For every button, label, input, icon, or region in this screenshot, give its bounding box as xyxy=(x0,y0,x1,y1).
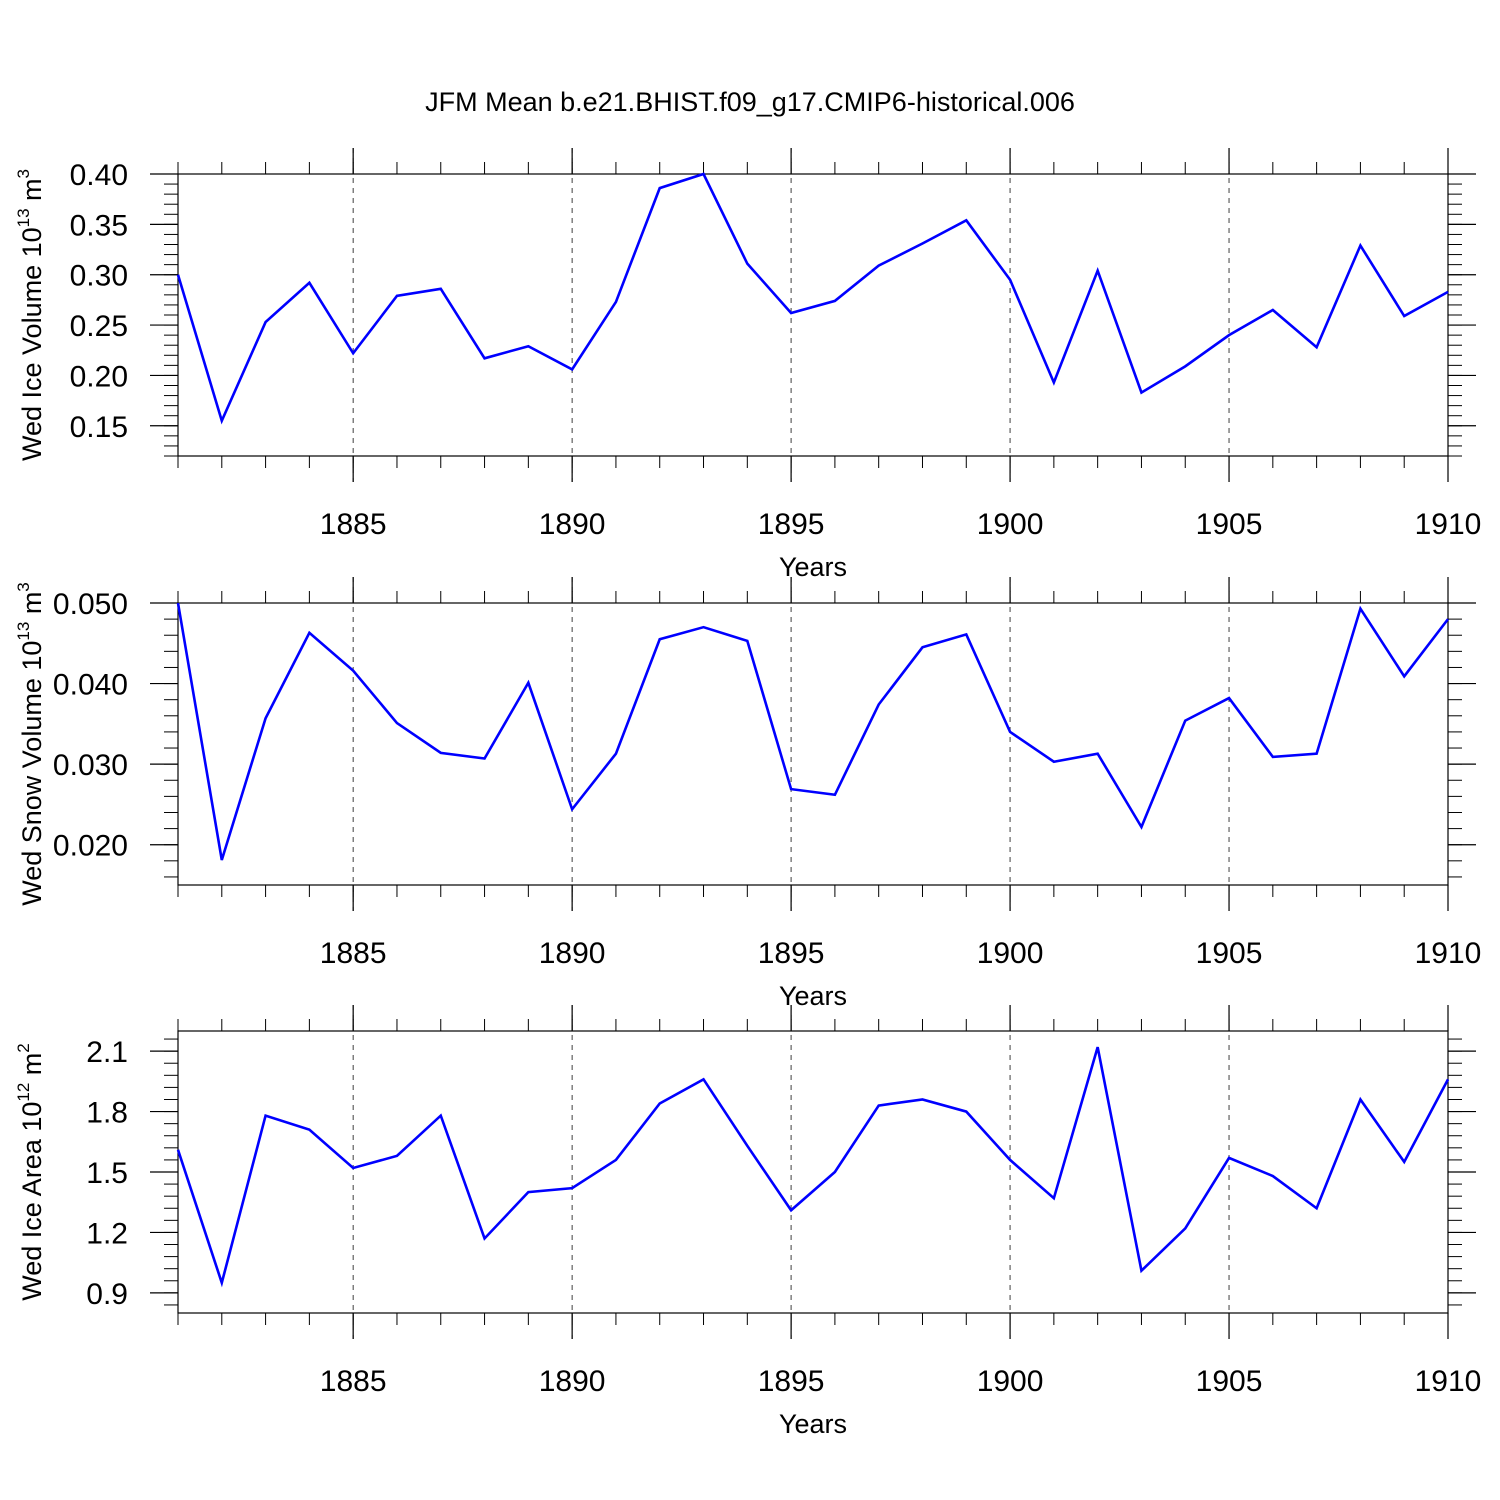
x-tick-label: 1905 xyxy=(1196,937,1263,970)
y-tick-label: 0.040 xyxy=(53,669,128,702)
y-axis-label-main: Wed Ice Area 10 xyxy=(17,1102,47,1301)
x-axis-label: Years xyxy=(779,981,847,1011)
y-tick-label: 0.40 xyxy=(70,159,128,192)
plot-frame xyxy=(177,602,1449,886)
x-tick-label: 1900 xyxy=(977,508,1044,541)
y-tick-label: 0.15 xyxy=(70,411,128,444)
x-tick-label: 1905 xyxy=(1196,508,1263,541)
y-tick-label: 0.9 xyxy=(86,1278,128,1311)
x-axis-label: Years xyxy=(779,1409,847,1439)
series-line xyxy=(176,602,1450,861)
y-axis-label-unit: m xyxy=(17,178,47,208)
y-axis-label-main: Wed Ice Volume 10 xyxy=(17,227,47,461)
series-line xyxy=(176,1046,1450,1288)
y-tick-label: 1.2 xyxy=(86,1217,128,1250)
y-axis-label: Wed Ice Volume 1013 m3 xyxy=(14,169,47,461)
y-tick-label: 2.1 xyxy=(86,1036,128,1069)
y-axis-label-unit-exponent: 3 xyxy=(14,582,33,591)
series-line xyxy=(176,172,1449,425)
y-tick-label: 0.020 xyxy=(53,830,128,863)
x-tick-label: 1910 xyxy=(1415,1365,1482,1398)
y-tick-label: 0.20 xyxy=(70,360,128,393)
plot-frame xyxy=(177,1030,1449,1314)
x-tick-label: 1900 xyxy=(977,937,1044,970)
y-axis-label-exponent: 13 xyxy=(14,622,33,641)
panel-2: 0.020 0.030 0.040 0.050 1885 1890 1895 1900 1905… xyxy=(14,577,1481,1011)
x-axis-label: Years xyxy=(779,552,847,582)
y-axis-label-exponent: 13 xyxy=(14,208,33,227)
y-tick-label: 1.8 xyxy=(86,1097,128,1130)
x-tick-label: 1895 xyxy=(758,937,825,970)
y-axis-label-unit: m xyxy=(17,592,47,622)
y-axis-label: Wed Ice Area 1012 m2 xyxy=(14,1043,47,1301)
y-axis-label-unit-exponent: 2 xyxy=(14,1043,33,1052)
plot-frame xyxy=(177,173,1449,457)
x-tick-label: 1905 xyxy=(1196,1365,1263,1398)
y-tick-label: 0.35 xyxy=(70,209,128,242)
y-axis-label-unit: m xyxy=(17,1053,47,1083)
y-tick-label: 0.25 xyxy=(70,310,128,343)
y-tick-label: 0.030 xyxy=(53,749,128,782)
x-tick-label: 1910 xyxy=(1415,508,1482,541)
x-tick-label: 1895 xyxy=(758,1365,825,1398)
y-tick-label: 1.5 xyxy=(86,1157,128,1190)
panels: 0.15 0.20 0.25 0.30 0.35 0.40 1885 1890 1895 1900… xyxy=(14,148,1481,1439)
x-tick-label: 1885 xyxy=(320,508,387,541)
panel-3: 0.9 1.2 1.5 1.8 2.1 1885 1890 1895 1900 1905 1910 Y… xyxy=(14,1005,1481,1439)
x-tick-label: 1890 xyxy=(539,1365,606,1398)
y-axis-label-main: Wed Snow Volume 10 xyxy=(17,641,47,906)
y-axis-label-unit-exponent: 3 xyxy=(14,169,33,178)
x-tick-label: 1890 xyxy=(539,508,606,541)
x-tick-label: 1910 xyxy=(1415,937,1482,970)
x-tick-label: 1895 xyxy=(758,508,825,541)
chart-title: JFM Mean b.e21.BHIST.f09_g17.CMIP6-histo… xyxy=(425,87,1075,117)
x-tick-label: 1900 xyxy=(977,1365,1044,1398)
y-tick-label: 0.30 xyxy=(70,260,128,293)
panel-1: 0.15 0.20 0.25 0.30 0.35 0.40 1885 1890 1895 1900… xyxy=(14,148,1481,582)
y-tick-label: 0.050 xyxy=(53,588,128,621)
x-tick-label: 1890 xyxy=(539,937,606,970)
y-axis-label-exponent: 12 xyxy=(14,1083,33,1102)
x-tick-label: 1885 xyxy=(320,1365,387,1398)
x-tick-label: 1885 xyxy=(320,937,387,970)
y-axis-label: Wed Snow Volume 1013 m3 xyxy=(14,582,47,906)
